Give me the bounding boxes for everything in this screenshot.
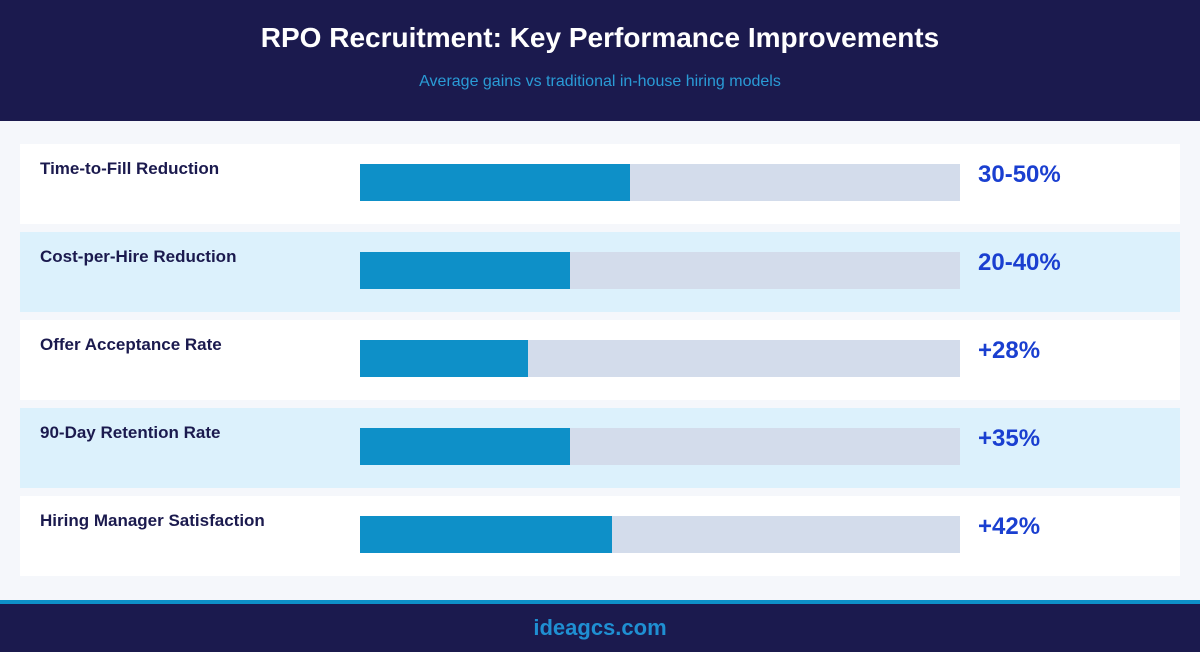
data-label: +35% [978, 425, 1041, 452]
data-label: +42% [978, 513, 1041, 540]
chart-row: Time-to-Fill Reduction 30-50% [20, 144, 1180, 224]
bar-track [360, 340, 960, 377]
bar [360, 252, 570, 289]
footer-brand: ideagcs.com [533, 615, 667, 640]
footer-divider [0, 600, 1200, 604]
page-subtitle: Average gains vs traditional in-house hi… [419, 73, 781, 90]
data-label: +28% [978, 337, 1041, 364]
chart-row: 90-Day Retention Rate +35% [20, 408, 1180, 488]
category-label: Hiring Manager Satisfaction [40, 511, 265, 530]
category-label: Time-to-Fill Reduction [40, 159, 220, 178]
header: RPO Recruitment: Key Performance Improve… [0, 0, 1200, 121]
page-title: RPO Recruitment: Key Performance Improve… [260, 22, 940, 53]
bar-track [360, 428, 960, 465]
data-label: 30-50% [978, 161, 1061, 188]
category-label: 90-Day Retention Rate [40, 423, 221, 442]
footer: ideagcs.com [0, 604, 1200, 652]
chart-row: Offer Acceptance Rate +28% [20, 320, 1180, 400]
chart-row: Cost-per-Hire Reduction 20-40% [20, 232, 1180, 312]
chart-row: Hiring Manager Satisfaction +42% [20, 496, 1180, 576]
bar [360, 428, 570, 465]
bar-track [360, 516, 960, 553]
bar-track [360, 252, 960, 289]
bar [360, 516, 612, 553]
data-label: 20-40% [978, 249, 1061, 276]
category-label: Offer Acceptance Rate [40, 335, 222, 354]
bar-track [360, 164, 960, 201]
bar [360, 340, 528, 377]
bar [360, 164, 630, 201]
category-label: Cost-per-Hire Reduction [40, 247, 237, 266]
